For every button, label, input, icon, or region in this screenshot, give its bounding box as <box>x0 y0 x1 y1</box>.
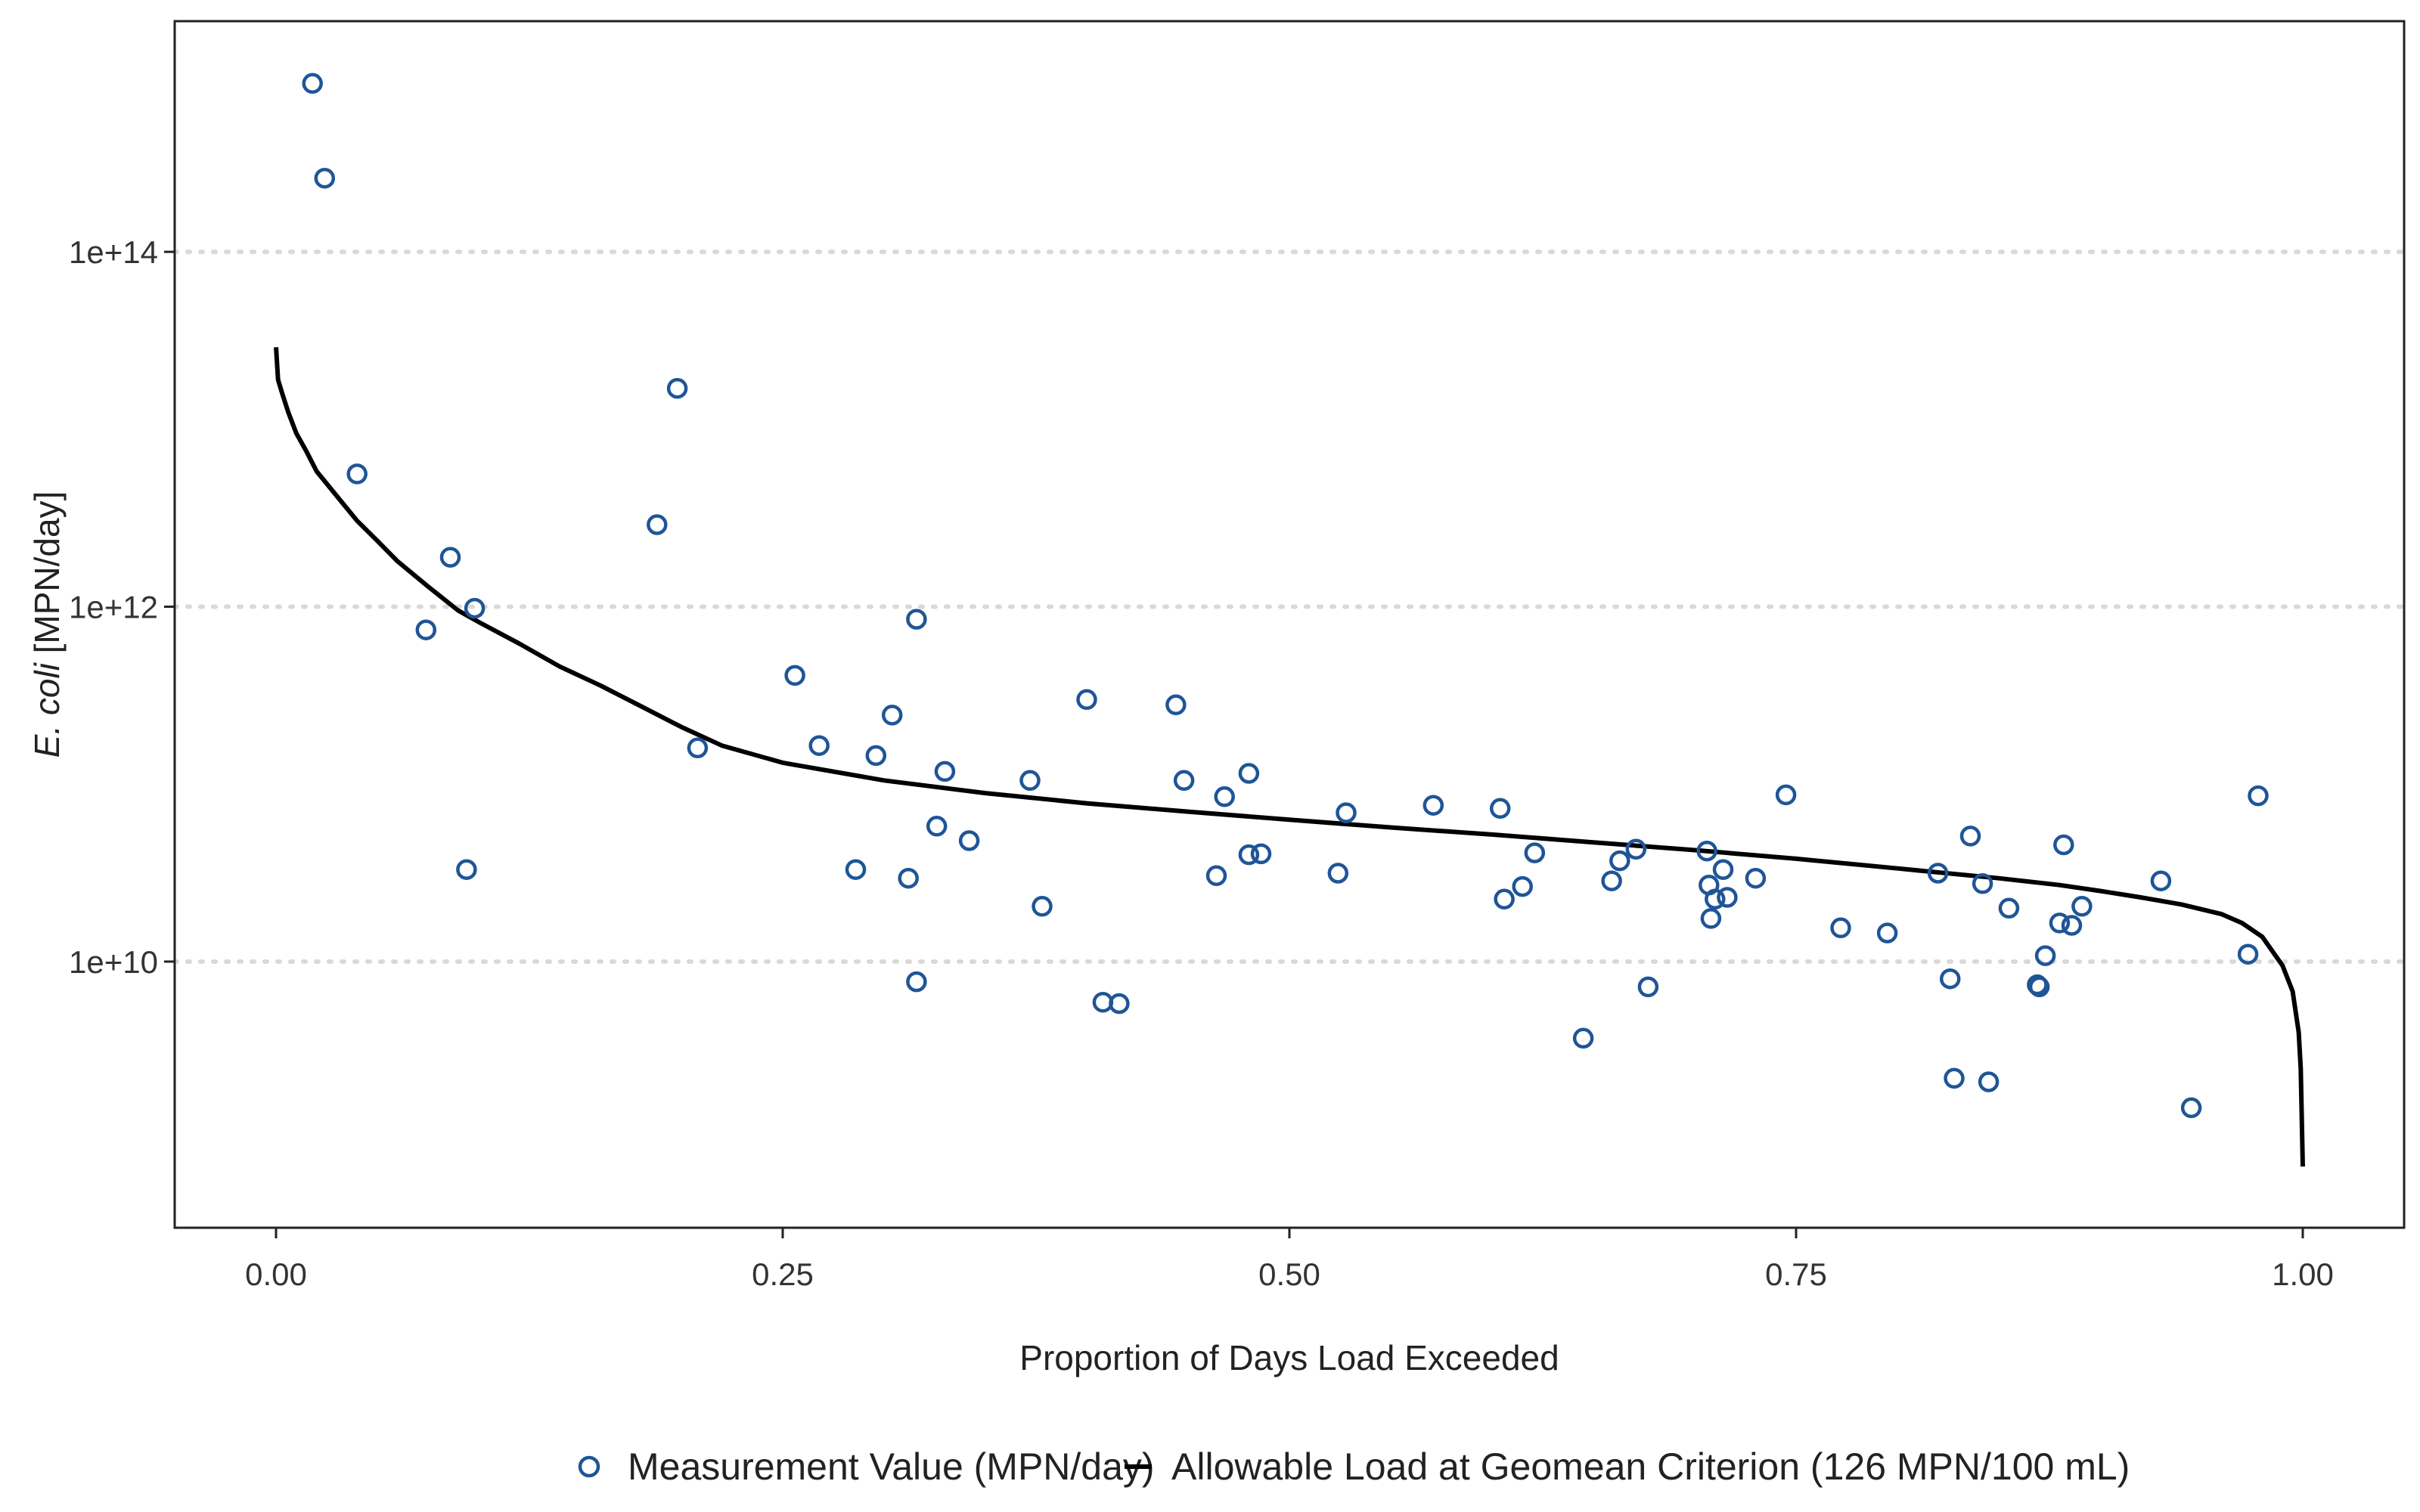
measurement-point <box>845 859 867 880</box>
legend-point-key <box>578 1455 600 1478</box>
measurement-point <box>1423 795 1444 816</box>
measurement-point <box>1109 993 1130 1015</box>
measurement-point <box>302 73 323 94</box>
measurement-point <box>898 867 919 889</box>
measurement-point <box>906 609 927 630</box>
measurement-point <box>666 377 688 399</box>
measurement-point <box>926 816 948 837</box>
measurement-point <box>314 167 336 189</box>
measurement-point <box>1512 875 1533 897</box>
y-axis: 1e+10 1e+12 1e+14 <box>69 234 175 980</box>
measurement-point <box>2053 834 2074 856</box>
measurement-point <box>2061 915 2083 936</box>
measurement-point <box>1165 694 1187 716</box>
x-axis: 0.00 0.25 0.50 0.75 1.00 <box>245 1228 2334 1292</box>
measurement-point <box>1214 786 1235 807</box>
measurement-point <box>1076 689 1097 711</box>
measurement-point <box>2071 896 2093 917</box>
measurement-point <box>1637 976 1659 998</box>
y-tick-label: 1e+10 <box>69 944 158 980</box>
measurement-point <box>456 859 477 880</box>
measurement-point <box>1489 798 1511 820</box>
measurement-point <box>2248 785 2269 807</box>
measurement-point <box>1336 802 1357 823</box>
measurement-point <box>1609 850 1630 872</box>
measurement-point <box>784 665 805 686</box>
measurement-point <box>1830 917 1851 939</box>
measurement-point <box>808 735 830 756</box>
point-series <box>302 73 2269 1119</box>
allowable-load-curve <box>274 347 2305 1167</box>
measurement-point <box>1927 863 1949 884</box>
measurement-point <box>1712 859 1734 880</box>
measurement-point <box>439 547 461 568</box>
y-tick-label: 1e+14 <box>69 234 158 270</box>
legend-label-measurements: Measurement Value (MPN/day) <box>628 1445 1155 1488</box>
measurement-point <box>1959 826 1981 847</box>
x-tick-label: 0.00 <box>245 1256 307 1292</box>
measurement-point <box>2034 945 2056 966</box>
measurement-point <box>464 597 486 619</box>
measurement-point <box>1978 1071 2000 1092</box>
measurement-point <box>687 737 709 759</box>
measurement-point <box>1238 844 1260 866</box>
x-tick-label: 0.25 <box>752 1256 814 1292</box>
x-tick-label: 1.00 <box>2272 1256 2334 1292</box>
measurement-point <box>1327 863 1349 884</box>
measurement-point <box>1972 873 1993 894</box>
measurement-point <box>1944 1067 1965 1089</box>
measurement-point <box>647 514 668 535</box>
measurement-point <box>1250 843 1272 865</box>
measurement-point <box>1524 842 1546 863</box>
measurement-point <box>1775 784 1797 806</box>
measurement-point <box>346 463 368 485</box>
y-tick-label: 1e+12 <box>69 590 158 625</box>
measurement-point <box>1939 968 1961 990</box>
measurement-point <box>1238 763 1260 784</box>
y-axis-title: E. coli [MPN/day] <box>27 491 67 758</box>
line-series <box>274 347 2305 1167</box>
measurement-point <box>881 705 903 726</box>
legend: Measurement Value (MPN/day) Allowable Lo… <box>578 1445 2130 1488</box>
measurement-point <box>958 830 980 851</box>
legend-label-allowable-load: Allowable Load at Geomean Criterion (126… <box>1171 1445 2130 1488</box>
measurement-point <box>1494 888 1515 910</box>
measurement-point <box>1705 888 1726 910</box>
measurement-point <box>1601 870 1622 891</box>
y-axis-title-unit: [MPN/day] <box>27 491 67 664</box>
measurement-point <box>2028 976 2050 998</box>
measurement-point <box>2150 870 2172 891</box>
measurement-point <box>1696 840 1717 862</box>
measurement-point <box>1998 897 2020 919</box>
measurement-point <box>2180 1097 2202 1119</box>
measurement-point <box>1572 1027 1594 1049</box>
x-tick-label: 0.75 <box>1765 1256 1827 1292</box>
measurement-point <box>1717 887 1738 908</box>
measurement-point <box>1700 908 1722 929</box>
x-axis-title: Proportion of Days Load Exceeded <box>1019 1338 1559 1377</box>
measurement-point <box>1173 770 1195 792</box>
measurement-point <box>906 971 927 993</box>
measurement-point <box>1876 922 1898 943</box>
measurement-point <box>1625 838 1647 860</box>
y-gridlines <box>172 249 2406 964</box>
measurement-point <box>1205 865 1227 887</box>
measurement-point <box>2027 974 2048 996</box>
y-axis-title-italic: E. coli <box>27 662 67 758</box>
measurement-point <box>415 619 437 640</box>
measurement-point <box>2049 912 2071 934</box>
measurement-point <box>2237 943 2259 965</box>
x-tick-label: 0.50 <box>1258 1256 1320 1292</box>
measurement-point <box>865 745 887 767</box>
measurement-point <box>934 761 956 782</box>
measurement-point <box>1745 867 1767 889</box>
measurement-point <box>1019 770 1041 792</box>
measurement-point <box>1032 896 1053 917</box>
